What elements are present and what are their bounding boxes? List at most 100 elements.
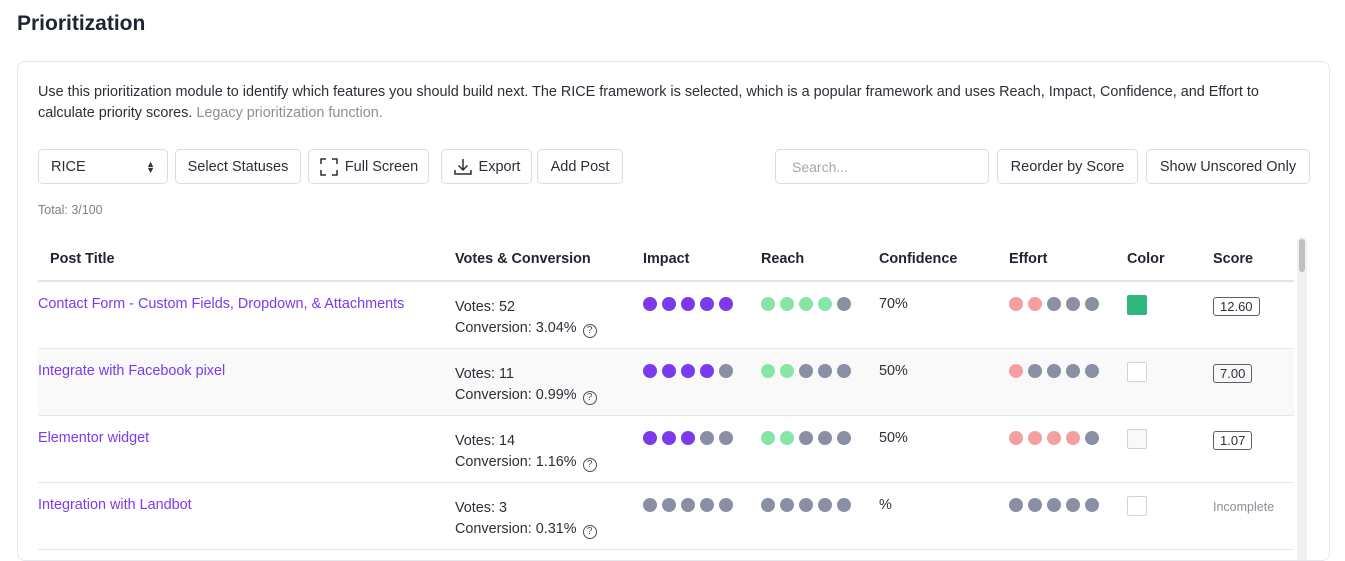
reach-dot[interactable] <box>818 431 832 445</box>
impact-dot[interactable] <box>700 364 714 378</box>
reach-dot[interactable] <box>837 498 851 512</box>
effort-dot[interactable] <box>1085 431 1099 445</box>
full-screen-button[interactable]: Full Screen <box>308 149 429 184</box>
help-icon[interactable]: ? <box>582 391 597 405</box>
reach-dot[interactable] <box>761 364 775 378</box>
impact-dot[interactable] <box>662 364 676 378</box>
effort-dot[interactable] <box>1047 498 1061 512</box>
add-post-label: Add Post <box>550 158 610 175</box>
effort-dot[interactable] <box>1047 364 1061 378</box>
effort-dot[interactable] <box>1066 431 1080 445</box>
reach-dot[interactable] <box>818 297 832 311</box>
impact-dot[interactable] <box>643 431 657 445</box>
effort-dot[interactable] <box>1009 297 1023 311</box>
color-swatch[interactable] <box>1127 429 1147 449</box>
impact-dot[interactable] <box>681 297 695 311</box>
color-swatch[interactable] <box>1127 496 1147 516</box>
effort-dot[interactable] <box>1066 297 1080 311</box>
reach-dot[interactable] <box>837 431 851 445</box>
reach-dot[interactable] <box>761 297 775 311</box>
help-icon[interactable]: ? <box>582 324 597 338</box>
impact-dot[interactable] <box>643 498 657 512</box>
header-effort[interactable]: Effort <box>1009 251 1048 267</box>
effort-dot[interactable] <box>1047 431 1061 445</box>
legacy-prioritization-link[interactable]: Legacy prioritization function. <box>196 105 383 121</box>
framework-select[interactable]: RICE ▲ ▼ <box>38 149 168 184</box>
reach-dot[interactable] <box>818 498 832 512</box>
impact-dot[interactable] <box>681 364 695 378</box>
reach-dot[interactable] <box>799 297 813 311</box>
show-unscored-only-button[interactable]: Show Unscored Only <box>1146 149 1310 184</box>
impact-dot[interactable] <box>719 297 733 311</box>
reach-dot[interactable] <box>780 431 794 445</box>
effort-dot[interactable] <box>1066 498 1080 512</box>
scrollbar-thumb[interactable] <box>1299 239 1305 272</box>
effort-dot[interactable] <box>1085 297 1099 311</box>
prioritization-card: Use this prioritization module to identi… <box>17 61 1330 561</box>
search-input[interactable] <box>775 149 989 184</box>
add-post-button[interactable]: Add Post <box>537 149 623 184</box>
conversion-rate: Conversion: 0.31% ? <box>455 519 597 540</box>
effort-dot[interactable] <box>1066 364 1080 378</box>
header-impact[interactable]: Impact <box>643 251 690 267</box>
impact-dot[interactable] <box>643 364 657 378</box>
reach-dot[interactable] <box>837 364 851 378</box>
reach-dot[interactable] <box>818 364 832 378</box>
effort-dot[interactable] <box>1028 498 1042 512</box>
impact-dot[interactable] <box>719 431 733 445</box>
effort-dot[interactable] <box>1085 364 1099 378</box>
confidence-value[interactable]: 50% <box>879 363 908 379</box>
effort-dot[interactable] <box>1009 431 1023 445</box>
effort-dot[interactable] <box>1028 297 1042 311</box>
impact-dot[interactable] <box>719 498 733 512</box>
effort-dot[interactable] <box>1009 498 1023 512</box>
select-statuses-button[interactable]: Select Statuses <box>175 149 301 184</box>
color-swatch[interactable] <box>1127 362 1147 382</box>
post-title-link[interactable]: Integrate with Facebook pixel <box>38 363 226 379</box>
confidence-value[interactable]: 70% <box>879 296 908 312</box>
reach-dot[interactable] <box>799 431 813 445</box>
reorder-by-score-button[interactable]: Reorder by Score <box>997 149 1138 184</box>
impact-dot[interactable] <box>719 364 733 378</box>
impact-dot[interactable] <box>662 498 676 512</box>
impact-dot[interactable] <box>662 431 676 445</box>
effort-dot[interactable] <box>1028 431 1042 445</box>
impact-dot[interactable] <box>681 498 695 512</box>
reach-dot[interactable] <box>780 498 794 512</box>
effort-dot[interactable] <box>1028 364 1042 378</box>
reach-dot[interactable] <box>837 297 851 311</box>
post-title-link[interactable]: Elementor widget <box>38 430 150 446</box>
reach-dot[interactable] <box>761 498 775 512</box>
header-post-title[interactable]: Post Title <box>50 251 115 267</box>
help-icon[interactable]: ? <box>582 525 597 539</box>
header-score[interactable]: Score <box>1213 251 1253 267</box>
impact-dot[interactable] <box>662 297 676 311</box>
select-statuses-label: Select Statuses <box>187 158 289 175</box>
impact-dot[interactable] <box>700 431 714 445</box>
effort-dot[interactable] <box>1009 364 1023 378</box>
select-arrows-icon: ▲ ▼ <box>146 158 155 175</box>
reach-dot[interactable] <box>799 364 813 378</box>
impact-dot[interactable] <box>700 498 714 512</box>
confidence-value[interactable]: % <box>879 497 892 513</box>
reach-dot[interactable] <box>780 297 794 311</box>
impact-rating <box>643 297 733 311</box>
post-title-link[interactable]: Contact Form - Custom Fields, Dropdown, … <box>38 296 405 312</box>
reach-dot[interactable] <box>780 364 794 378</box>
effort-dot[interactable] <box>1047 297 1061 311</box>
confidence-value[interactable]: 50% <box>879 430 908 446</box>
help-icon[interactable]: ? <box>582 458 597 472</box>
header-votes-conversion[interactable]: Votes & Conversion <box>455 251 591 267</box>
impact-dot[interactable] <box>681 431 695 445</box>
reach-dot[interactable] <box>799 498 813 512</box>
effort-dot[interactable] <box>1085 498 1099 512</box>
header-confidence[interactable]: Confidence <box>879 251 958 267</box>
table-scrollbar[interactable] <box>1297 237 1307 560</box>
post-title-link[interactable]: Integration with Landbot <box>38 497 192 513</box>
impact-dot[interactable] <box>700 297 714 311</box>
export-button[interactable]: Export <box>441 149 532 184</box>
impact-dot[interactable] <box>643 297 657 311</box>
reach-dot[interactable] <box>761 431 775 445</box>
header-reach[interactable]: Reach <box>761 251 805 267</box>
color-swatch[interactable] <box>1127 295 1147 315</box>
